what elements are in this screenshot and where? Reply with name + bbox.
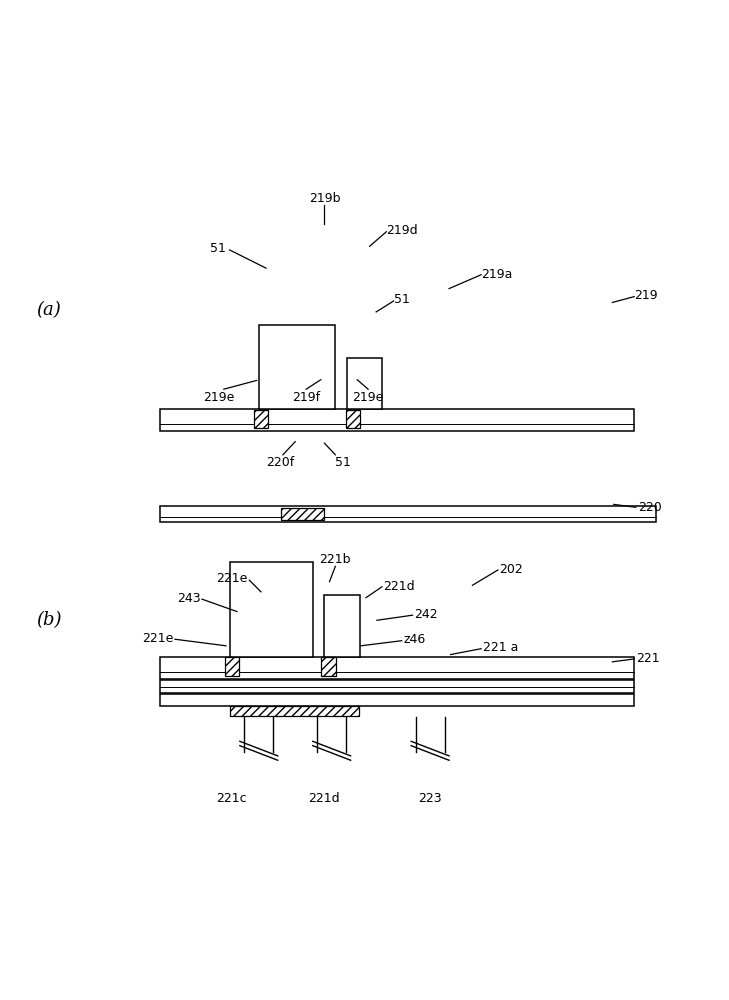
Text: 51: 51 (394, 293, 410, 306)
Text: 220: 220 (638, 501, 662, 514)
Text: 221e: 221e (142, 632, 174, 645)
Bar (160, 506, 656, 522)
Text: 219a: 219a (481, 268, 512, 281)
Text: 221e: 221e (217, 572, 248, 585)
Bar (230, 706, 359, 716)
Text: 221b: 221b (319, 553, 351, 566)
Bar (225, 657, 239, 676)
Text: 219b: 219b (308, 192, 340, 205)
Bar (160, 694, 634, 706)
Bar (230, 562, 313, 657)
Bar (160, 409, 634, 431)
Bar (160, 680, 634, 693)
Bar (324, 595, 360, 657)
Text: 221 a: 221 a (483, 641, 518, 654)
Bar (254, 410, 268, 428)
Text: 221: 221 (636, 652, 660, 665)
Text: 221c: 221c (217, 792, 247, 805)
Text: (b): (b) (36, 611, 62, 629)
Text: 242: 242 (414, 608, 437, 621)
Text: z46: z46 (403, 633, 426, 646)
Bar (160, 657, 634, 679)
Bar (259, 325, 335, 409)
Text: 51: 51 (210, 242, 226, 255)
Text: 219e: 219e (203, 391, 235, 404)
Text: 51: 51 (335, 456, 351, 469)
Text: 219f: 219f (292, 391, 320, 404)
Text: 202: 202 (499, 563, 523, 576)
Text: 221d: 221d (383, 580, 414, 593)
Text: 243: 243 (177, 592, 200, 605)
Text: 220f: 220f (267, 456, 295, 469)
Text: 223: 223 (418, 792, 442, 805)
Text: 221d: 221d (308, 792, 340, 805)
Text: 219d: 219d (386, 224, 418, 237)
Text: 219e: 219e (352, 391, 384, 404)
Bar (347, 358, 382, 409)
Text: (a): (a) (36, 301, 61, 319)
Text: 219: 219 (634, 289, 658, 302)
Bar (346, 410, 360, 428)
Bar (281, 508, 324, 520)
Bar (321, 657, 336, 676)
